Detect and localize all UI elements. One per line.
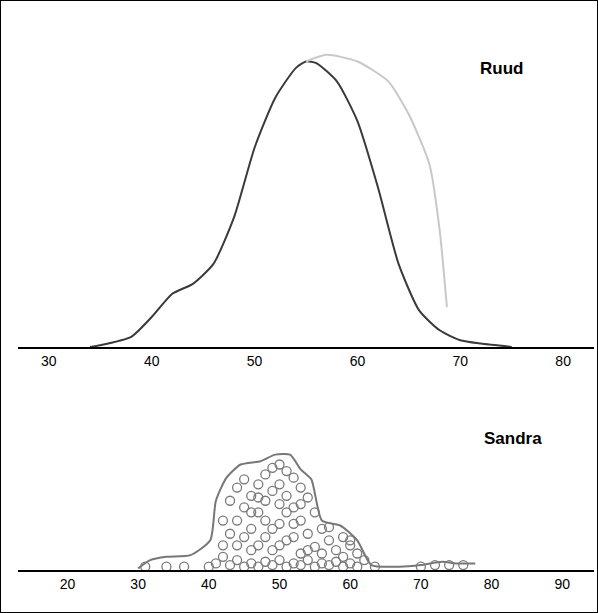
svg-text:60: 60 [342,576,358,592]
svg-text:50: 50 [247,353,263,369]
svg-text:70: 70 [413,576,429,592]
svg-text:Ruud: Ruud [480,59,523,78]
svg-text:Sandra: Sandra [484,429,542,448]
svg-text:40: 40 [144,353,160,369]
svg-text:80: 80 [484,576,500,592]
svg-text:30: 30 [130,576,146,592]
svg-text:20: 20 [60,576,76,592]
svg-text:90: 90 [554,576,570,592]
svg-text:70: 70 [453,353,469,369]
svg-text:30: 30 [41,353,57,369]
svg-text:80: 80 [555,353,571,369]
svg-text:60: 60 [350,353,366,369]
svg-text:50: 50 [272,576,288,592]
svg-text:40: 40 [201,576,217,592]
